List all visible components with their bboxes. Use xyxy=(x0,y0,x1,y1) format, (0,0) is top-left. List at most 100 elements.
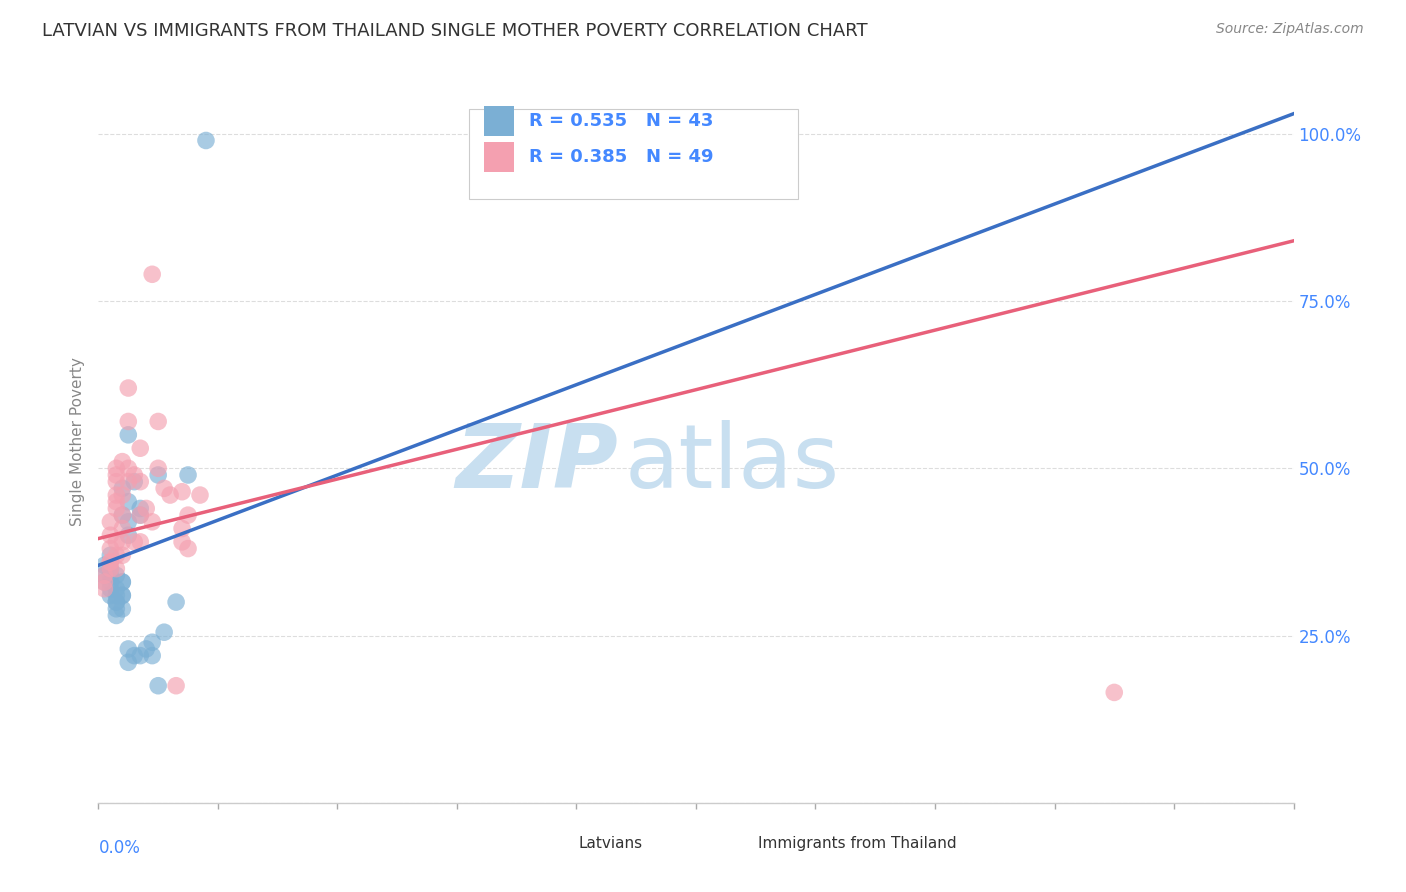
Point xyxy=(105,534,128,549)
Point xyxy=(105,548,128,563)
Point xyxy=(148,679,170,693)
Text: Latvians: Latvians xyxy=(579,836,643,851)
Point xyxy=(93,582,115,596)
Point xyxy=(188,488,211,502)
Point xyxy=(129,501,152,516)
Point xyxy=(98,541,122,556)
Point xyxy=(153,482,176,496)
Point xyxy=(111,575,134,590)
Point xyxy=(141,515,163,529)
Point xyxy=(129,534,152,549)
Y-axis label: Single Mother Poverty: Single Mother Poverty xyxy=(69,357,84,526)
Point xyxy=(111,575,134,590)
Point xyxy=(117,475,139,489)
Point xyxy=(117,494,139,508)
Point xyxy=(148,414,170,429)
Point xyxy=(129,508,152,523)
FancyBboxPatch shape xyxy=(470,109,797,200)
Point xyxy=(93,568,115,582)
Point xyxy=(172,521,194,535)
Point xyxy=(105,475,128,489)
Point xyxy=(98,575,122,590)
Text: R = 0.535   N = 43: R = 0.535 N = 43 xyxy=(529,112,713,129)
Text: Source: ZipAtlas.com: Source: ZipAtlas.com xyxy=(1216,22,1364,37)
Point xyxy=(98,582,122,596)
Point xyxy=(124,467,146,482)
Point xyxy=(93,575,115,590)
Point xyxy=(117,461,139,475)
Point xyxy=(111,534,134,549)
Point xyxy=(195,134,218,148)
Point xyxy=(98,528,122,542)
Point xyxy=(129,442,152,455)
Point xyxy=(93,568,115,582)
Point xyxy=(141,648,163,663)
Point xyxy=(98,562,122,576)
Point xyxy=(98,562,122,576)
Point xyxy=(124,534,146,549)
Point xyxy=(117,642,139,657)
Point xyxy=(172,534,194,549)
Point xyxy=(1104,685,1126,699)
Point xyxy=(111,482,134,496)
Point xyxy=(111,508,134,523)
Text: 0.0%: 0.0% xyxy=(98,838,141,857)
FancyBboxPatch shape xyxy=(485,142,515,172)
Point xyxy=(111,589,134,603)
Point xyxy=(124,475,146,489)
Point xyxy=(124,648,146,663)
Point xyxy=(105,595,128,609)
Point xyxy=(105,568,128,582)
Point xyxy=(93,575,115,590)
Point xyxy=(111,548,134,563)
Point xyxy=(148,467,170,482)
Text: atlas: atlas xyxy=(624,420,839,507)
Point xyxy=(165,679,187,693)
Point xyxy=(98,515,122,529)
Point xyxy=(98,555,122,569)
Point xyxy=(98,589,122,603)
Point xyxy=(111,521,134,535)
Point xyxy=(98,555,122,569)
Point xyxy=(148,461,170,475)
Point xyxy=(117,427,139,442)
Text: LATVIAN VS IMMIGRANTS FROM THAILAND SINGLE MOTHER POVERTY CORRELATION CHART: LATVIAN VS IMMIGRANTS FROM THAILAND SING… xyxy=(42,22,868,40)
Point xyxy=(117,655,139,669)
FancyBboxPatch shape xyxy=(720,831,747,855)
Point xyxy=(153,625,176,640)
Text: ZIP: ZIP xyxy=(456,420,619,507)
FancyBboxPatch shape xyxy=(485,105,515,136)
Point xyxy=(129,648,152,663)
Point xyxy=(165,595,187,609)
Point xyxy=(105,595,128,609)
Point xyxy=(117,381,139,395)
Point xyxy=(129,475,152,489)
Point xyxy=(105,461,128,475)
Point xyxy=(93,558,115,573)
Point xyxy=(141,268,163,282)
Text: R = 0.385   N = 49: R = 0.385 N = 49 xyxy=(529,148,713,166)
Point xyxy=(172,484,194,499)
Point xyxy=(177,467,200,482)
Point xyxy=(105,582,128,596)
Point xyxy=(98,548,122,563)
Point xyxy=(105,602,128,616)
Point xyxy=(177,541,200,556)
Point xyxy=(177,508,200,523)
Point xyxy=(111,589,134,603)
Point xyxy=(159,488,181,502)
Point xyxy=(105,562,128,576)
Point xyxy=(105,467,128,482)
FancyBboxPatch shape xyxy=(541,831,567,855)
Point xyxy=(111,508,134,523)
Point xyxy=(105,494,128,508)
Point xyxy=(117,515,139,529)
Point xyxy=(117,528,139,542)
Point xyxy=(105,589,128,603)
Point xyxy=(135,501,157,516)
Point xyxy=(141,635,163,649)
Point xyxy=(105,501,128,516)
Point xyxy=(111,455,134,469)
Point xyxy=(117,414,139,429)
Text: Immigrants from Thailand: Immigrants from Thailand xyxy=(758,836,956,851)
